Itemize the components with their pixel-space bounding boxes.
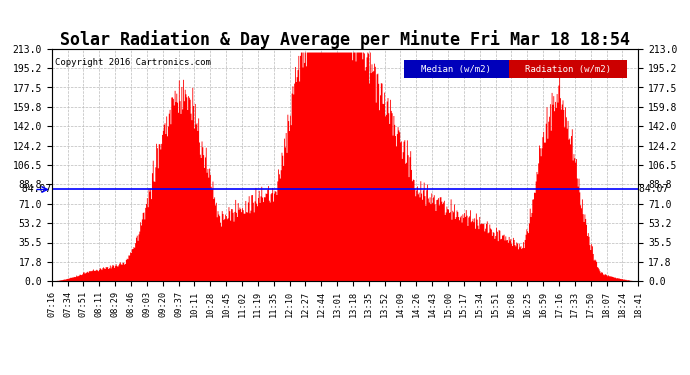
Text: 84.07: 84.07	[639, 184, 674, 195]
Title: Solar Radiation & Day Average per Minute Fri Mar 18 18:54: Solar Radiation & Day Average per Minute…	[60, 30, 630, 49]
Bar	[404, 60, 509, 78]
Text: 84.07: 84.07	[16, 184, 51, 195]
Text: Median (w/m2): Median (w/m2)	[422, 64, 491, 74]
Text: Radiation (w/m2): Radiation (w/m2)	[525, 64, 611, 74]
Text: Copyright 2016 Cartronics.com: Copyright 2016 Cartronics.com	[55, 58, 210, 67]
Bar	[509, 60, 627, 78]
